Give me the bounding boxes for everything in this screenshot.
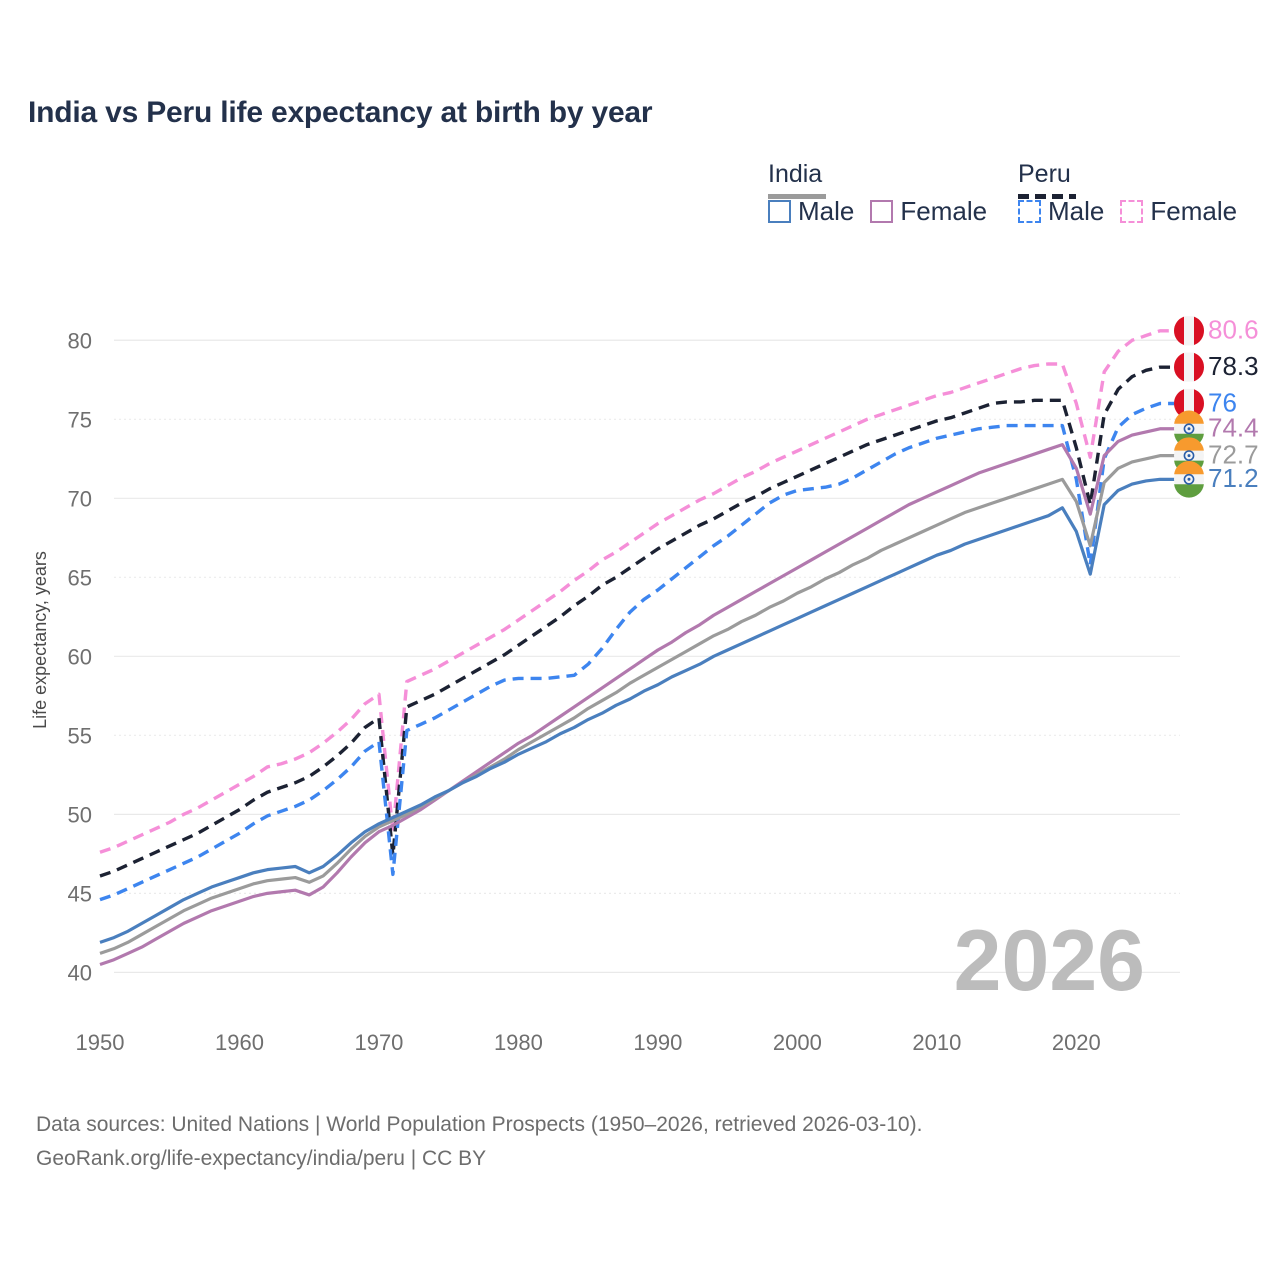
end-value-label: 78.3: [1208, 351, 1259, 381]
series-line-peru-male: [99, 401, 1178, 902]
series-layer: [99, 329, 1178, 966]
x-axis-tick-label: 2010: [912, 1030, 961, 1055]
legend-item-india-female[interactable]: Female: [870, 198, 987, 224]
y-axis-tick-label: 45: [68, 881, 92, 906]
end-label-peru-78.3: 78.3: [1173, 351, 1259, 383]
y-axis-tick-label: 40: [68, 960, 92, 985]
footer-credits: Data sources: United Nations | World Pop…: [36, 1108, 922, 1176]
legend-label: Male: [1048, 196, 1105, 226]
legend-items-india: Male Female: [768, 198, 987, 224]
peru-flag-icon: [1173, 352, 1205, 383]
line-chart: 40 45 50 55 60 65 70 75 80 1950 1960 1970 1980 1990 2…: [30, 315, 1259, 1055]
end-label-india-71.2: 71.2: [1173, 460, 1259, 499]
chart-legend: India Male Female Peru Male: [760, 160, 1260, 242]
legend-item-peru-male[interactable]: Male: [1018, 198, 1104, 224]
y-axis-tick-label: 70: [68, 486, 92, 511]
square-swatch-icon: [870, 199, 894, 223]
legend-label: Female: [900, 196, 988, 226]
x-axis-tick-label: 1980: [494, 1030, 543, 1055]
legend-rule-solid-icon: [768, 194, 826, 199]
legend-label: Female: [1150, 196, 1238, 226]
end-value-label: 71.2: [1208, 463, 1259, 493]
series-line-india-male: [99, 477, 1178, 944]
legend-item-india-male[interactable]: Male: [768, 198, 854, 224]
footer-line-1: Data sources: United Nations | World Pop…: [36, 1113, 923, 1136]
legend-item-peru-female[interactable]: Female: [1120, 198, 1237, 224]
end-label-peru-76: 76: [1173, 387, 1237, 419]
square-swatch-icon: [1018, 199, 1041, 223]
x-axis-tick-label: 1950: [76, 1030, 125, 1055]
end-label-peru-80.6: 80.6: [1173, 315, 1259, 346]
series-line-india-total: [99, 454, 1178, 955]
square-swatch-icon: [768, 199, 791, 223]
series-line-peru-female: [99, 329, 1178, 854]
series-line-peru-total: [99, 365, 1178, 878]
x-axis-tick-label: 2020: [1052, 1030, 1101, 1055]
end-value-label: 72.7: [1208, 439, 1259, 469]
legend-items-peru: Male Female: [1018, 198, 1237, 224]
y-axis-tick-label: 50: [68, 802, 92, 827]
peru-flag-icon: [1173, 315, 1205, 346]
legend-group-india: India Male Female: [768, 160, 987, 224]
year-watermark: 2026: [954, 913, 1145, 1009]
y-axis-ticks: 40 45 50 55 60 65 70 75 80: [68, 328, 92, 985]
end-value-label: 76: [1208, 387, 1237, 417]
y-axis-title: Life expectancy, years: [30, 551, 50, 729]
x-axis-tick-label: 1960: [215, 1030, 264, 1055]
x-axis-tick-label: 2000: [773, 1030, 822, 1055]
end-label-india-72.7: 72.7: [1173, 436, 1259, 475]
x-axis-tick-label: 1990: [633, 1030, 682, 1055]
legend-label: Male: [798, 196, 855, 226]
x-axis-tick-label: 1970: [354, 1030, 403, 1055]
end-label-india-74.4: 74.4: [1173, 409, 1259, 448]
y-axis-tick-label: 55: [68, 723, 92, 748]
india-flag-icon: [1173, 460, 1205, 499]
footer-line-2: GeoRank.org/life-expectancy/india/peru |…: [36, 1147, 487, 1170]
y-axis-tick-label: 75: [68, 407, 92, 432]
x-axis-ticks: 1950 1960 1970 1980 1990 2000 2010 2020: [76, 1030, 1101, 1055]
legend-country-peru: Peru: [1018, 160, 1071, 188]
legend-group-peru: Peru Male Female: [1018, 160, 1237, 224]
end-value-label: 80.6: [1208, 315, 1259, 345]
y-axis-tick-label: 65: [68, 565, 92, 590]
legend-rule-dashed-icon: [1018, 194, 1076, 199]
square-swatch-icon: [1120, 199, 1144, 223]
y-axis-tick-label: 60: [68, 644, 92, 669]
series-line-india-female: [99, 427, 1178, 966]
y-axis-tick-label: 80: [68, 328, 92, 353]
page-title: India vs Peru life expectancy at birth b…: [28, 96, 653, 129]
legend-country-india: India: [768, 160, 823, 188]
end-value-label: 74.4: [1208, 413, 1259, 443]
